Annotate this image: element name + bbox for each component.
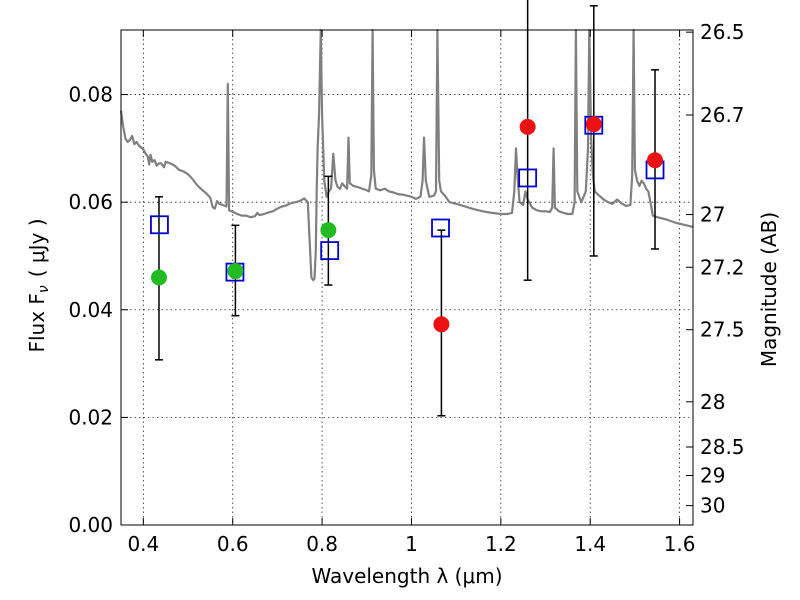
mag-tick-label: 28.5 (700, 435, 745, 459)
x-tick-label: 0.6 (217, 532, 249, 556)
axis-ticks: 0.4 0.6 0.8 1 1.2 1.4 1.6 0.00 0.02 0.04 0.06 0.08 2… (68, 20, 744, 556)
mag-tick-label: 29 (700, 464, 725, 488)
y-axis-title-main: Flux F (25, 293, 49, 352)
y-tick-label: 0.00 (68, 513, 113, 537)
y-tick-label: 0.06 (68, 190, 113, 214)
model-photometry-square (431, 218, 450, 238)
x-tick-label: 0.8 (306, 532, 338, 556)
mag-tick-label: 27.2 (700, 255, 745, 279)
y-tick-label: 0.02 (68, 405, 113, 429)
x-tick-label: 0.4 (127, 532, 159, 556)
plot-frame (120, 29, 694, 526)
observed-flux-point (227, 263, 244, 280)
model-spectrum-layer (119, 28, 694, 282)
mag-tick-label: 26.7 (700, 103, 745, 127)
y-tick-label: 0.04 (68, 298, 113, 322)
y-axis-title: Flux Fν ( μJy ) (25, 218, 52, 352)
error-bars-layer (154, 0, 660, 417)
right-axis-title: Magnitude (AB) (757, 212, 781, 367)
y-tick-label: 0.08 (68, 83, 113, 107)
model-photometry-square (320, 241, 340, 260)
model-photometry-square (150, 215, 169, 235)
mag-tick-label: 28 (700, 390, 725, 414)
x-tick-label: 1.4 (574, 532, 606, 556)
grid-lines (121, 30, 693, 525)
observed-flux-point (585, 116, 602, 133)
y-axis-title-unit: ( μJy ) (25, 218, 49, 277)
x-tick-label: 1.2 (485, 532, 517, 556)
markers-layer (150, 115, 665, 333)
model-spectrum-line (119, 28, 694, 282)
y-axis-title-subscript: ν (36, 285, 52, 293)
mag-tick-label: 26.5 (700, 20, 745, 44)
x-tick-label: 1.6 (664, 532, 696, 556)
observed-flux-point (150, 269, 167, 286)
mag-tick-label: 27.5 (700, 318, 745, 342)
mag-tick-label: 30 (700, 494, 725, 518)
mag-tick-label: 27 (700, 203, 725, 227)
observed-flux-point (647, 152, 664, 169)
x-tick-label: 1 (405, 532, 418, 556)
observed-flux-point (519, 118, 536, 135)
model-photometry-square (518, 168, 538, 188)
observed-flux-point (320, 222, 337, 239)
observed-flux-point (433, 316, 450, 333)
x-axis-title: Wavelength λ (μm) (311, 564, 502, 588)
